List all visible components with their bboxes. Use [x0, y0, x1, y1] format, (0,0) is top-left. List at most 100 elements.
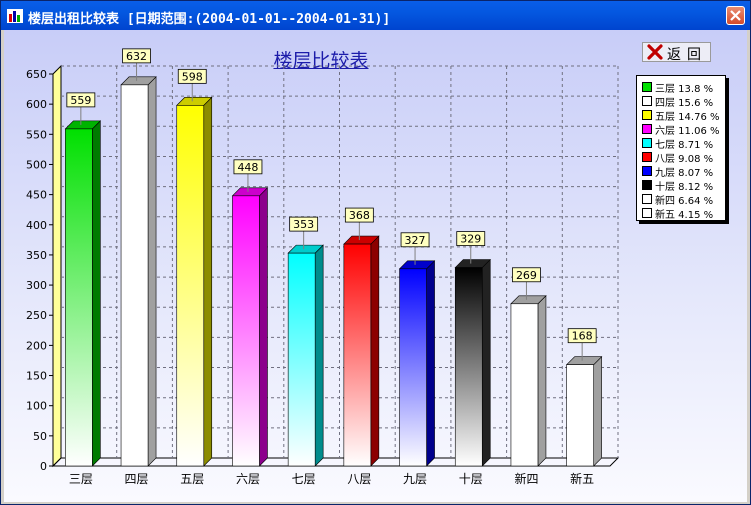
bar-front: [176, 105, 205, 467]
bar-六层: [231, 187, 269, 467]
y-tick-label: 200: [26, 339, 47, 352]
x-tick-label: 三层: [69, 472, 93, 486]
legend-swatch: [642, 110, 652, 120]
legend-swatch: [642, 138, 652, 148]
y-tick-label: 500: [26, 158, 47, 171]
x-tick-label: 十层: [459, 472, 483, 486]
data-label-box: [66, 92, 96, 108]
data-label: 327: [405, 234, 426, 247]
legend-label: 十层 8.12 %: [655, 182, 714, 193]
bar-side: [593, 355, 602, 467]
legend-swatch: [642, 124, 652, 134]
bar-front: [287, 252, 316, 467]
chart-legend: 三层 13.8 % 四层 15.6 % 五层 14.76 % 六层 11.06 % 七层…: [636, 75, 726, 221]
x-tick-label: 七层: [292, 472, 316, 486]
data-label: 448: [237, 161, 258, 174]
chart-area: 楼层比较表 返回 0 50 100 150 200 250 300 350 400 450 500 5…: [4, 30, 747, 502]
legend-swatch: [642, 96, 652, 106]
data-label-box: [567, 328, 597, 344]
y-tick-label: 350: [26, 249, 47, 262]
bar-chart-icon: [7, 9, 23, 23]
bar-front: [510, 303, 539, 467]
legend-label: 四层 15.6 %: [655, 98, 714, 109]
x-tick-label: 新四: [514, 471, 538, 486]
bar-三层: [64, 120, 102, 467]
bar-side: [259, 187, 268, 467]
bar-新五: [565, 355, 603, 467]
x-tick-label: 五层: [180, 472, 204, 486]
legend-label: 新五 4.15 %: [655, 210, 714, 221]
y-tick-label: 50: [33, 430, 47, 443]
legend-label: 九层 8.07 %: [655, 168, 714, 179]
legend-label: 三层 13.8 %: [655, 84, 714, 95]
back-button-label: 返回: [667, 47, 707, 63]
bar-chart: 0 50 100 150 200 250 300 350 400 450 500 550 600 650 5…: [26, 48, 620, 486]
bar-side: [537, 295, 547, 467]
bar-front: [65, 128, 93, 467]
legend-swatch: [642, 152, 652, 162]
window-title: 楼层出租比较表 [日期范围:(2004-01-01--2004-01-31)]: [28, 12, 391, 27]
title-bar[interactable]: 楼层出租比较表 [日期范围:(2004-01-01--2004-01-31)]: [1, 1, 750, 30]
y-tick-label: 550: [26, 128, 47, 141]
data-label-box: [289, 216, 319, 232]
bar-七层: [287, 244, 324, 467]
bar-十层: [454, 258, 491, 467]
bar-front: [566, 364, 594, 467]
y-tick-label: 450: [26, 189, 47, 202]
y-tick-label: 650: [26, 68, 47, 81]
y-tick-label: 300: [26, 279, 47, 292]
bar-front: [232, 195, 260, 467]
bar-front: [399, 268, 427, 467]
legend-swatch: [642, 166, 652, 176]
data-label-box: [400, 232, 430, 248]
data-label-box: [177, 68, 207, 84]
bar-side: [92, 120, 101, 467]
data-label: 559: [70, 94, 91, 107]
bar-四层: [120, 76, 157, 467]
y-tick-label: 600: [26, 98, 47, 111]
y-tick-label: 100: [26, 400, 47, 413]
close-button[interactable]: [726, 6, 745, 25]
bar-side: [203, 96, 213, 467]
close-icon: [730, 10, 741, 21]
data-label: 598: [182, 70, 203, 83]
data-label: 329: [460, 233, 481, 246]
x-tick-label: 八层: [347, 472, 371, 486]
legend-label: 六层 11.06 %: [655, 126, 720, 137]
red-x-icon: [647, 44, 663, 60]
data-label-box: [122, 48, 151, 64]
bar-side: [426, 260, 435, 467]
legend-label: 七层 8.71 %: [655, 140, 714, 151]
bar-新四: [510, 295, 547, 467]
x-tick-label: 新五: [570, 471, 594, 486]
bar-side: [481, 258, 491, 467]
y-tick-label: 0: [40, 460, 47, 473]
data-label-box: [456, 231, 486, 246]
bar-side: [314, 244, 324, 467]
x-tick-label: 六层: [236, 472, 260, 486]
x-tick-label: 四层: [125, 472, 149, 486]
legend-label: 八层 9.08 %: [655, 154, 714, 165]
plot-side-wall: [52, 64, 62, 468]
back-button[interactable]: 返回: [642, 42, 711, 63]
data-label: 353: [293, 218, 314, 231]
bar-front: [343, 243, 372, 467]
data-label-box: [512, 267, 541, 283]
data-label: 168: [572, 330, 593, 343]
legend-label: 新四 6.64 %: [655, 196, 714, 207]
legend-swatch: [642, 194, 652, 204]
bar-front: [454, 267, 483, 467]
data-label: 269: [516, 269, 537, 282]
bar-side: [147, 76, 157, 467]
y-tick-label: 400: [26, 219, 47, 232]
legend-swatch: [642, 180, 652, 190]
legend-label: 五层 14.76 %: [655, 112, 720, 123]
y-tick-label: 150: [26, 370, 47, 383]
legend-swatch: [642, 82, 652, 92]
legend-swatch: [642, 208, 652, 218]
bar-side: [370, 235, 380, 467]
x-tick-label: 九层: [403, 472, 427, 486]
data-label-box: [233, 159, 263, 175]
data-label-box: [344, 207, 374, 223]
